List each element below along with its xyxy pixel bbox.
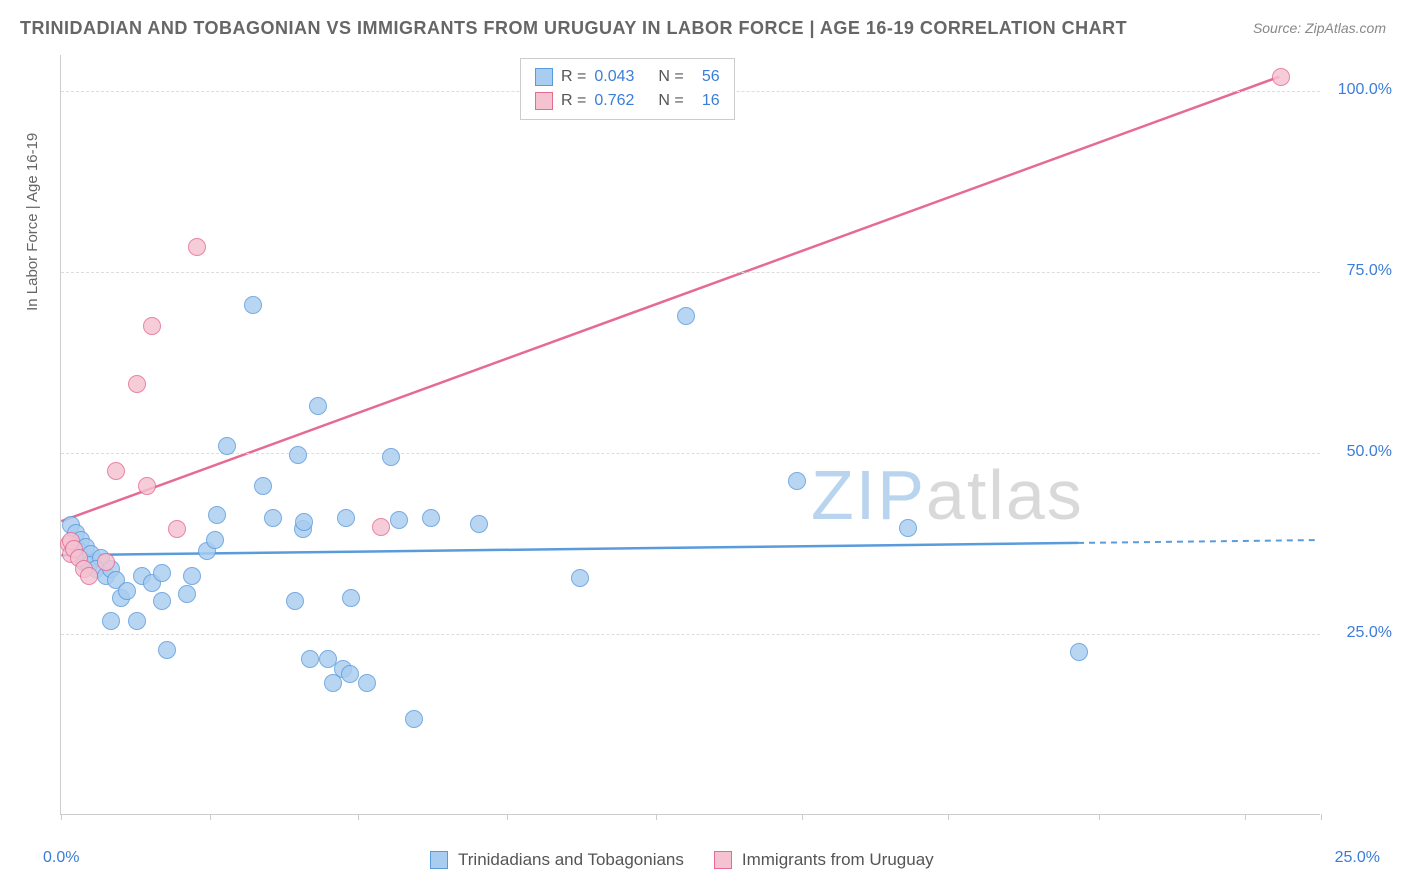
point-series-1 (342, 589, 360, 607)
grid-line-h (61, 634, 1320, 635)
x-tick-label: 0.0% (43, 849, 79, 867)
legend-series: Trinidadians and Tobagonians Immigrants … (430, 850, 934, 870)
grid-line-h (61, 272, 1320, 273)
series-1-name: Trinidadians and Tobagonians (458, 850, 684, 870)
point-series-1 (264, 509, 282, 527)
point-series-1 (571, 569, 589, 587)
x-tick-label: 25.0% (1335, 849, 1380, 867)
chart-title: TRINIDADIAN AND TOBAGONIAN VS IMMIGRANTS… (20, 18, 1127, 38)
point-series-1 (254, 477, 272, 495)
x-tick (358, 814, 359, 820)
point-series-1 (289, 446, 307, 464)
n-label: N = (658, 65, 683, 89)
point-series-1 (153, 592, 171, 610)
swatch-series-2 (535, 92, 553, 110)
point-series-2 (107, 462, 125, 480)
n-value-1: 56 (692, 65, 720, 89)
point-series-1 (301, 650, 319, 668)
point-series-1 (341, 665, 359, 683)
point-series-1 (118, 582, 136, 600)
legend-correlation: R = 0.043 N = 56 R = 0.762 N = 16 (520, 58, 735, 120)
swatch-series-1 (430, 851, 448, 869)
swatch-series-2 (714, 851, 732, 869)
source-label: Source: ZipAtlas.com (1253, 20, 1386, 36)
r-label: R = (561, 89, 586, 113)
n-label: N = (658, 89, 683, 113)
watermark: ZIPatlas (811, 455, 1084, 535)
point-series-1 (899, 519, 917, 537)
legend-item-series-1: Trinidadians and Tobagonians (430, 850, 684, 870)
title-bar: TRINIDADIAN AND TOBAGONIAN VS IMMIGRANTS… (20, 18, 1386, 48)
y-axis-label: In Labor Force | Age 16-19 (24, 133, 41, 311)
point-series-1 (422, 509, 440, 527)
point-series-1 (390, 511, 408, 529)
point-series-1 (178, 585, 196, 603)
point-series-2 (128, 375, 146, 393)
x-tick (802, 814, 803, 820)
point-series-2 (138, 477, 156, 495)
point-series-1 (183, 567, 201, 585)
point-series-1 (286, 592, 304, 610)
grid-line-h (61, 453, 1320, 454)
x-tick (656, 814, 657, 820)
point-series-2 (1272, 68, 1290, 86)
point-series-1 (128, 612, 146, 630)
point-series-1 (244, 296, 262, 314)
point-series-1 (470, 515, 488, 533)
point-series-2 (372, 518, 390, 536)
legend-item-series-2: Immigrants from Uruguay (714, 850, 934, 870)
point-series-1 (337, 509, 355, 527)
x-tick (210, 814, 211, 820)
point-series-2 (97, 553, 115, 571)
r-value-2: 0.762 (594, 89, 650, 113)
point-series-1 (309, 397, 327, 415)
x-tick (61, 814, 62, 820)
point-series-1 (102, 612, 120, 630)
x-tick (1099, 814, 1100, 820)
trend-line-ext-series-1 (1078, 540, 1320, 543)
point-series-1 (358, 674, 376, 692)
watermark-atlas: atlas (926, 456, 1084, 534)
x-tick (1245, 814, 1246, 820)
y-tick-label: 50.0% (1347, 443, 1392, 461)
legend-row-series-2: R = 0.762 N = 16 (535, 89, 720, 113)
point-series-1 (1070, 643, 1088, 661)
point-series-1 (405, 710, 423, 728)
y-tick-label: 100.0% (1338, 81, 1392, 99)
x-tick (507, 814, 508, 820)
point-series-1 (158, 641, 176, 659)
point-series-1 (206, 531, 224, 549)
point-series-2 (80, 567, 98, 585)
legend-row-series-1: R = 0.043 N = 56 (535, 65, 720, 89)
x-tick (948, 814, 949, 820)
point-series-1 (218, 437, 236, 455)
n-value-2: 16 (692, 89, 720, 113)
y-tick-label: 25.0% (1347, 624, 1392, 642)
point-series-2 (168, 520, 186, 538)
r-value-1: 0.043 (594, 65, 650, 89)
point-series-1 (382, 448, 400, 466)
point-series-1 (295, 513, 313, 531)
series-2-name: Immigrants from Uruguay (742, 850, 934, 870)
plot-area: ZIPatlas 25.0%50.0%75.0%100.0%0.0%25.0% (60, 55, 1320, 815)
trend-lines-svg (61, 55, 1320, 814)
swatch-series-1 (535, 68, 553, 86)
point-series-1 (788, 472, 806, 490)
x-tick (1321, 814, 1322, 820)
point-series-1 (208, 506, 226, 524)
y-tick-label: 75.0% (1347, 262, 1392, 280)
point-series-2 (188, 238, 206, 256)
r-label: R = (561, 65, 586, 89)
point-series-2 (143, 317, 161, 335)
point-series-1 (677, 307, 695, 325)
point-series-1 (153, 564, 171, 582)
